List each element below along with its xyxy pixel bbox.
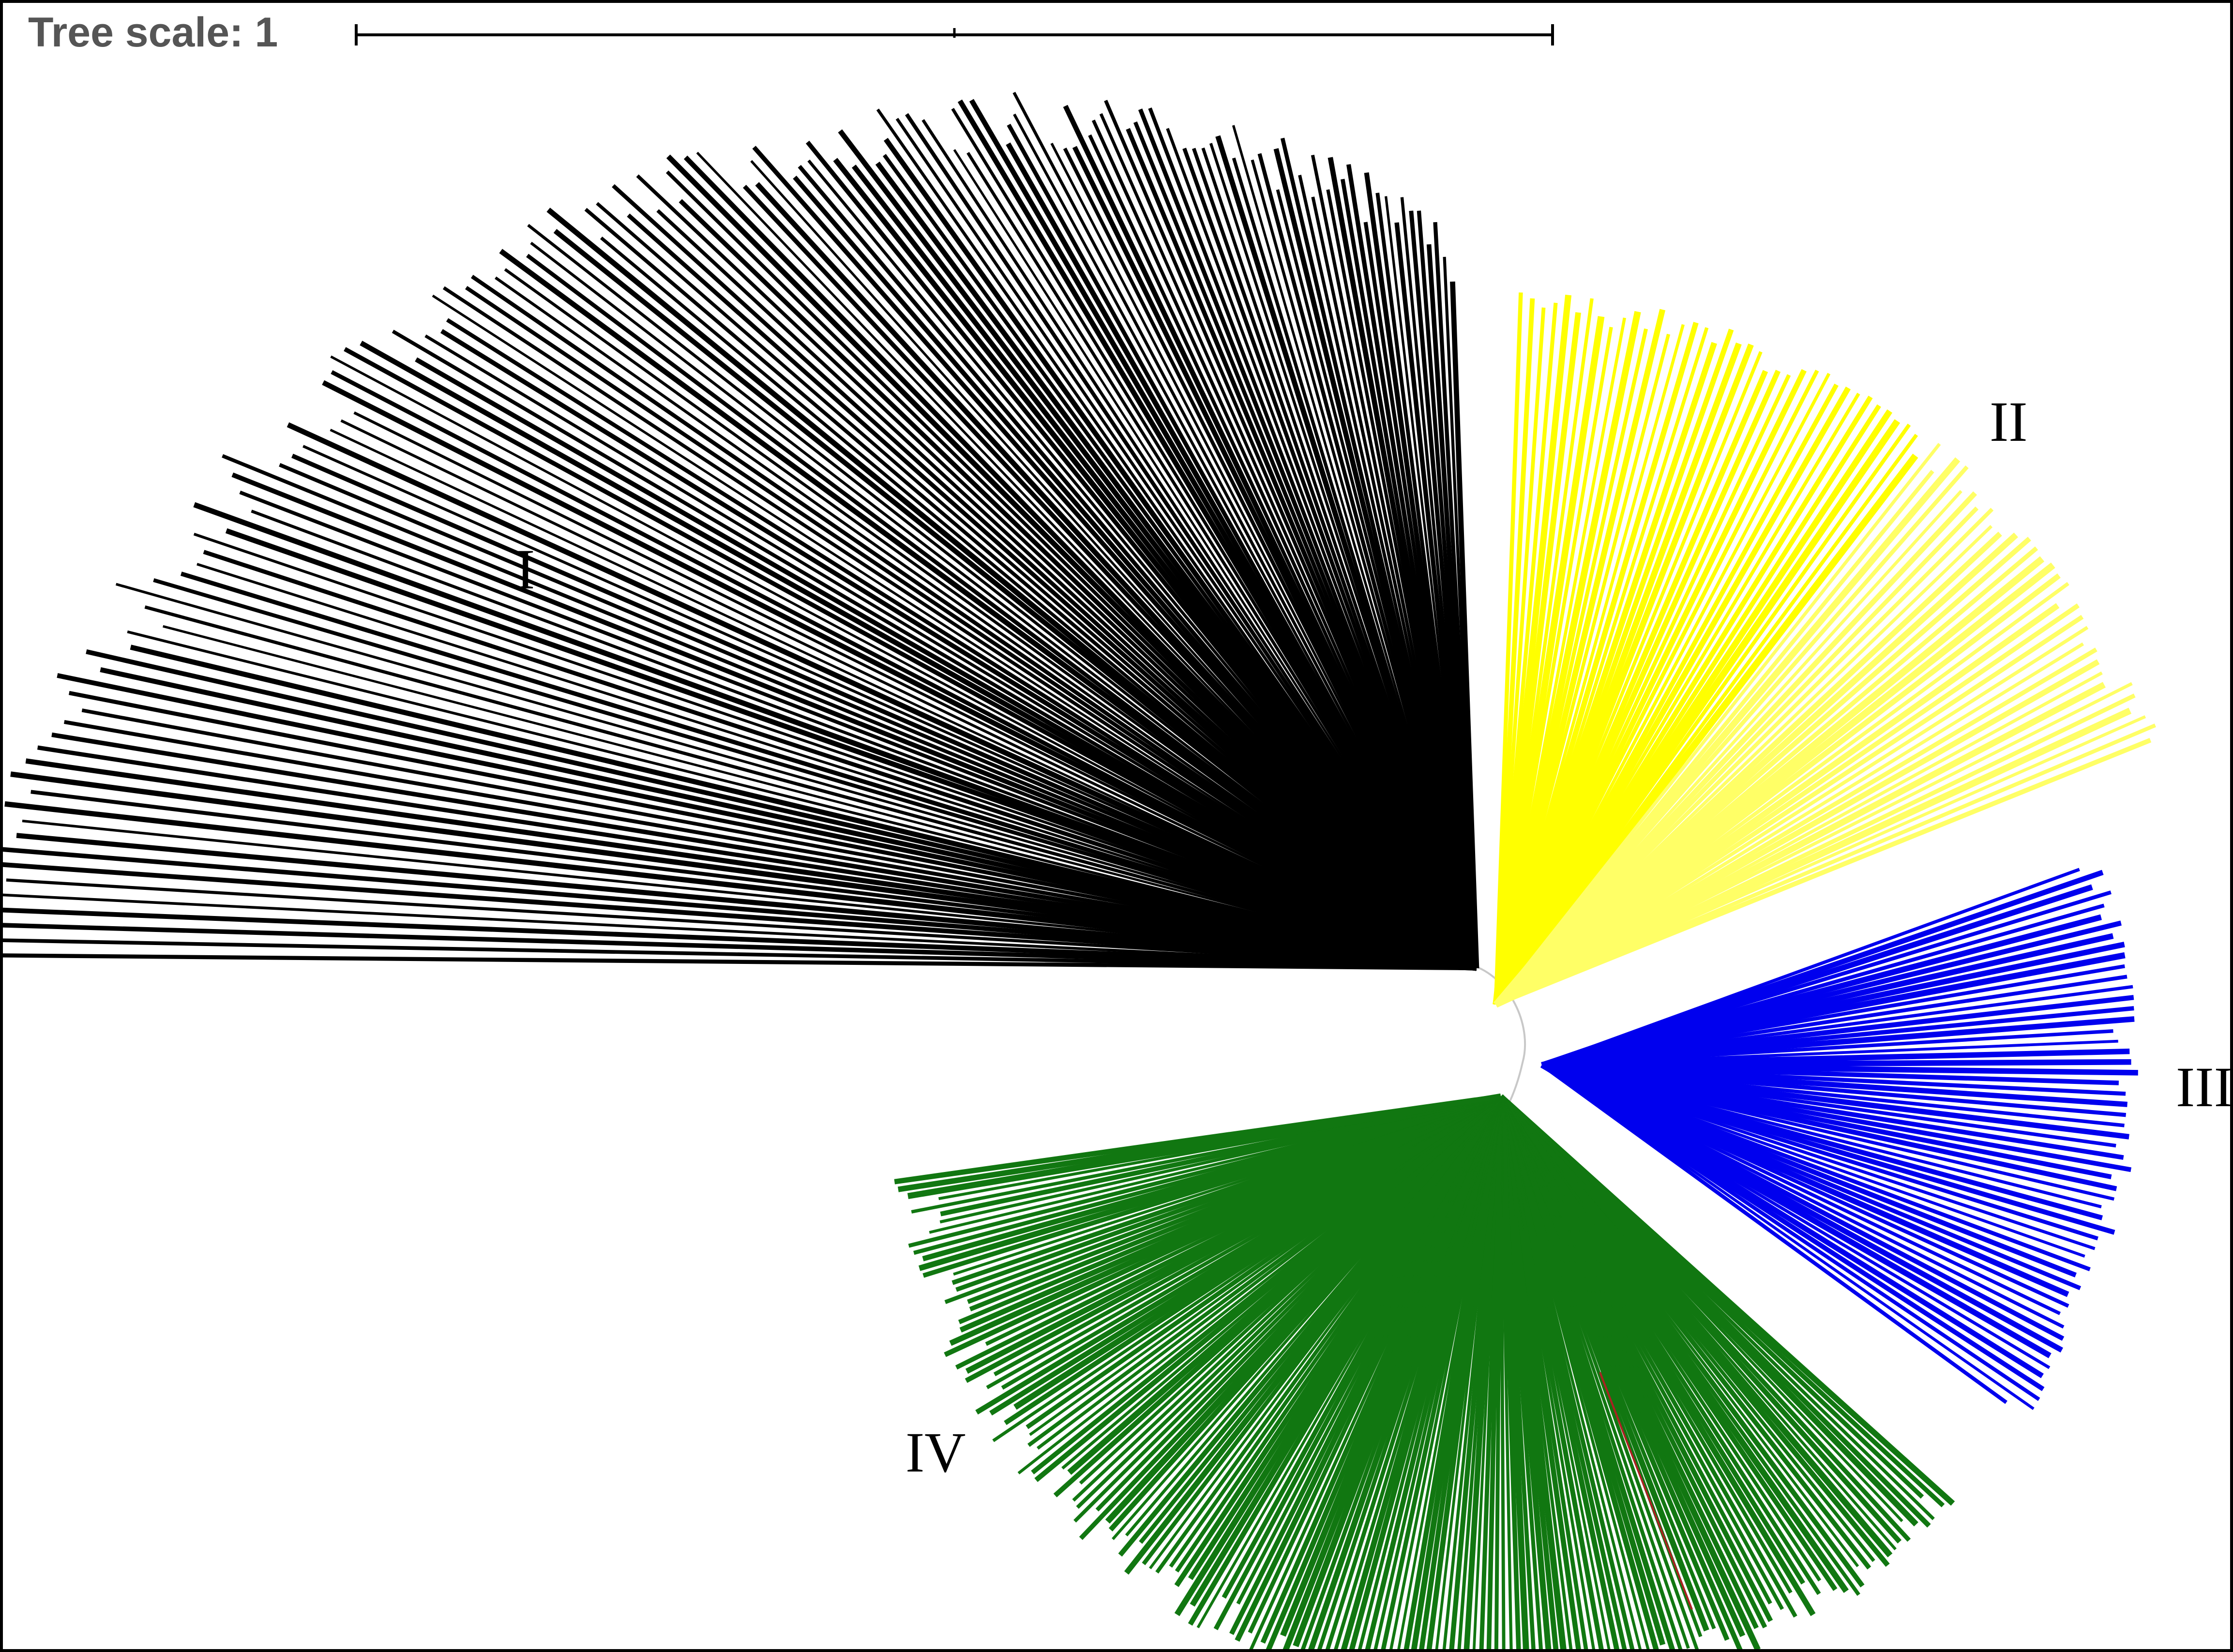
clade-I-branch [225,528,1478,971]
clade-I-branch [144,605,1477,970]
clade-IV-highlight-branch [1599,1372,1693,1610]
clade-I-branch [353,411,1478,970]
clade-IV-branches [894,1093,1955,1649]
clade-I-branch [752,146,1479,970]
clade-II-label: II [1990,390,2028,453]
clade-I-branch [203,550,1478,971]
clade-I-branch [527,224,1478,970]
clade-IV-label: IV [905,1421,966,1484]
tree-canvas: Tree scale: 1 I II III IV [3,9,2233,1649]
clade-III-branches [1540,868,2138,1410]
clade-I-branch [504,268,1478,970]
clade-I-branch [163,625,1477,970]
clade-I-branch [153,578,1478,970]
clade-I-branch [322,380,1478,971]
clade-I-branch [4,801,1477,971]
clade-I-branch [743,184,1479,970]
clade-I-branch [287,422,1478,971]
clade-III-branch [1540,1063,2007,1404]
scale-bar-label: Tree scale: 1 [28,9,278,56]
clade-III-label: III [2176,1055,2233,1119]
clade-I-branches [3,91,1479,971]
clade-I-branch [340,419,1478,970]
clade-I-branch [6,878,1477,970]
scale-bar: Tree scale: 1 [28,9,1554,56]
clade-II-branches [1493,292,2156,1008]
clade-I-branch [442,286,1478,970]
clade-I-branch [239,490,1478,970]
clade-I-branch [115,583,1477,970]
clade-I-branch [3,862,1477,971]
clade-IV-branch [894,1094,1501,1185]
clade-I-label: I [516,538,535,601]
clade-I-branch [3,953,1477,971]
clade-I-branch [344,347,1478,971]
clade-II-branch [1495,738,2152,1007]
